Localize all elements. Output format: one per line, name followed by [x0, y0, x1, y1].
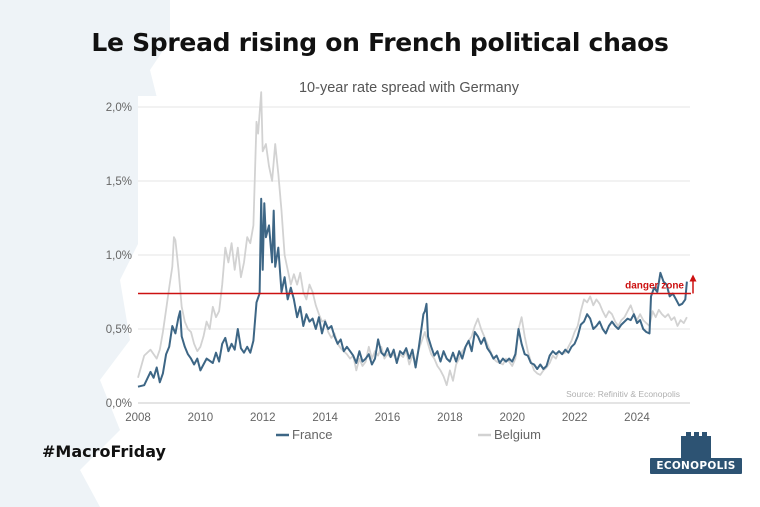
y-tick-label: 1,5% [106, 176, 132, 188]
y-tick-label: 2,0% [106, 102, 132, 114]
series-line-france [137, 197, 688, 388]
legend-label-belgium: Belgium [494, 427, 541, 442]
logo-text: ECONOPOLIS [656, 460, 736, 472]
x-tick-label: 2020 [499, 412, 525, 424]
castle-tower-icon [681, 432, 711, 458]
x-tick-label: 2022 [562, 412, 588, 424]
headline: Le Spread rising on French political cha… [91, 28, 669, 57]
x-tick-label: 2014 [312, 412, 338, 424]
x-tick-label: 2018 [437, 412, 463, 424]
chart-title: 10-year rate spread with Germany [299, 80, 520, 96]
x-tick-label: 2012 [250, 412, 276, 424]
x-tick-label: 2016 [375, 412, 401, 424]
danger-zone-label: danger zone [625, 280, 684, 291]
hashtag: #MacroFriday [42, 442, 166, 461]
x-tick-label: 2008 [125, 412, 151, 424]
y-tick-label: 1,0% [106, 250, 132, 262]
y-tick-label: 0,0% [106, 398, 132, 410]
x-tick-label: 2010 [188, 412, 214, 424]
x-tick-label: 2024 [624, 412, 650, 424]
up-arrow-icon [689, 274, 697, 282]
legend-label-france: France [292, 427, 332, 442]
econopolis-logo: ECONOPOLIS [648, 430, 748, 478]
source-note: Source: Refinitiv & Econopolis [566, 389, 680, 399]
y-tick-label: 0,5% [106, 324, 132, 336]
